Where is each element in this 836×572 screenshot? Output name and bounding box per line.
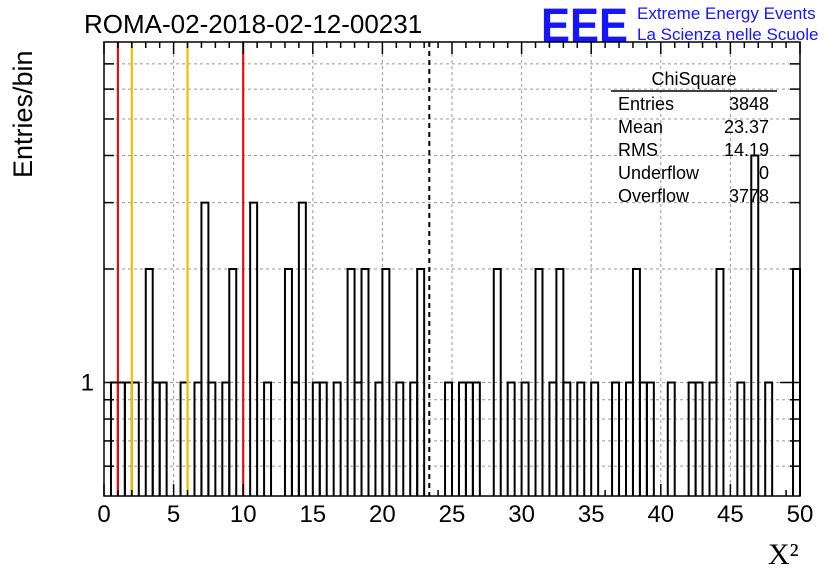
histogram-bar <box>715 268 725 496</box>
stats-label: Entries <box>618 94 674 114</box>
histogram-bar <box>666 381 676 496</box>
histogram-bar <box>228 268 238 496</box>
histogram-bar <box>736 381 746 496</box>
histogram-bar <box>332 381 342 496</box>
histogram-bar <box>207 381 217 496</box>
y-tick-label: 1 <box>81 370 94 397</box>
x-tick-label: 50 <box>787 501 814 528</box>
chart-title: ROMA-02-2018-02-12-00231 <box>84 9 422 39</box>
stats-label: RMS <box>618 140 658 160</box>
histogram-bar <box>694 381 704 496</box>
histogram-bar <box>360 268 370 496</box>
stats-value: 23.37 <box>724 117 769 137</box>
eee-logo-mark: EEE <box>541 0 628 53</box>
x-tick-label: 40 <box>647 501 674 528</box>
histogram-bar <box>158 381 168 496</box>
histogram-bar <box>492 268 502 496</box>
histogram-bar <box>297 201 307 496</box>
x-tick-label: 45 <box>717 501 744 528</box>
histogram-bar <box>249 201 259 496</box>
logo-line-2: La Scienza nelle Scuole <box>637 25 818 44</box>
histogram-bar <box>520 381 530 496</box>
histogram-bar <box>200 201 210 496</box>
stats-value: 3848 <box>729 94 769 114</box>
stats-label: Overflow <box>618 186 690 206</box>
histogram-bar <box>645 381 655 496</box>
stats-value: 0 <box>759 163 769 183</box>
x-tick-label: 30 <box>508 501 535 528</box>
x-tick-label: 35 <box>578 501 605 528</box>
y-axis-label: Entries/bin <box>8 50 38 178</box>
histogram-bar <box>318 381 328 496</box>
histogram-bars <box>109 154 801 496</box>
histogram-bar <box>381 268 391 496</box>
axis-ticks <box>103 42 801 496</box>
x-tick-label: 10 <box>230 501 257 528</box>
tick-labels: 0 5 10 15 20 25 30 35 40 45 50 1 <box>81 370 814 529</box>
x-axis-label: X² <box>768 538 799 571</box>
x-tick-label: 5 <box>167 501 180 528</box>
histogram-bar <box>611 381 621 496</box>
logo-line-1: Extreme Energy Events <box>637 4 816 23</box>
marker-lines <box>116 42 431 496</box>
stats-value: 3778 <box>729 186 769 206</box>
histogram-bar <box>471 381 481 496</box>
histogram-bar <box>764 381 774 496</box>
histogram-bar <box>444 381 453 496</box>
histogram-bar <box>562 381 572 496</box>
stats-box-title: ChiSquare <box>651 69 736 89</box>
histogram-bar <box>506 381 516 496</box>
x-tick-label: 25 <box>439 501 466 528</box>
x-tick-label: 20 <box>369 501 396 528</box>
histogram-bar <box>750 154 760 496</box>
histogram-bar <box>590 381 600 496</box>
x-tick-label: 0 <box>97 501 110 528</box>
histogram-bar <box>576 381 586 496</box>
histogram-bar <box>416 268 426 496</box>
stats-label: Mean <box>618 117 663 137</box>
stats-label: Underflow <box>618 163 700 183</box>
histogram-bar <box>395 381 405 496</box>
stats-value: 14.19 <box>724 140 769 160</box>
stats-box: ChiSquare Entries 3848 Mean 23.37 RMS 14.19 Un… <box>611 69 777 206</box>
histogram-bar <box>263 381 273 496</box>
x-tick-label: 15 <box>299 501 326 528</box>
histogram-bar <box>534 268 544 496</box>
